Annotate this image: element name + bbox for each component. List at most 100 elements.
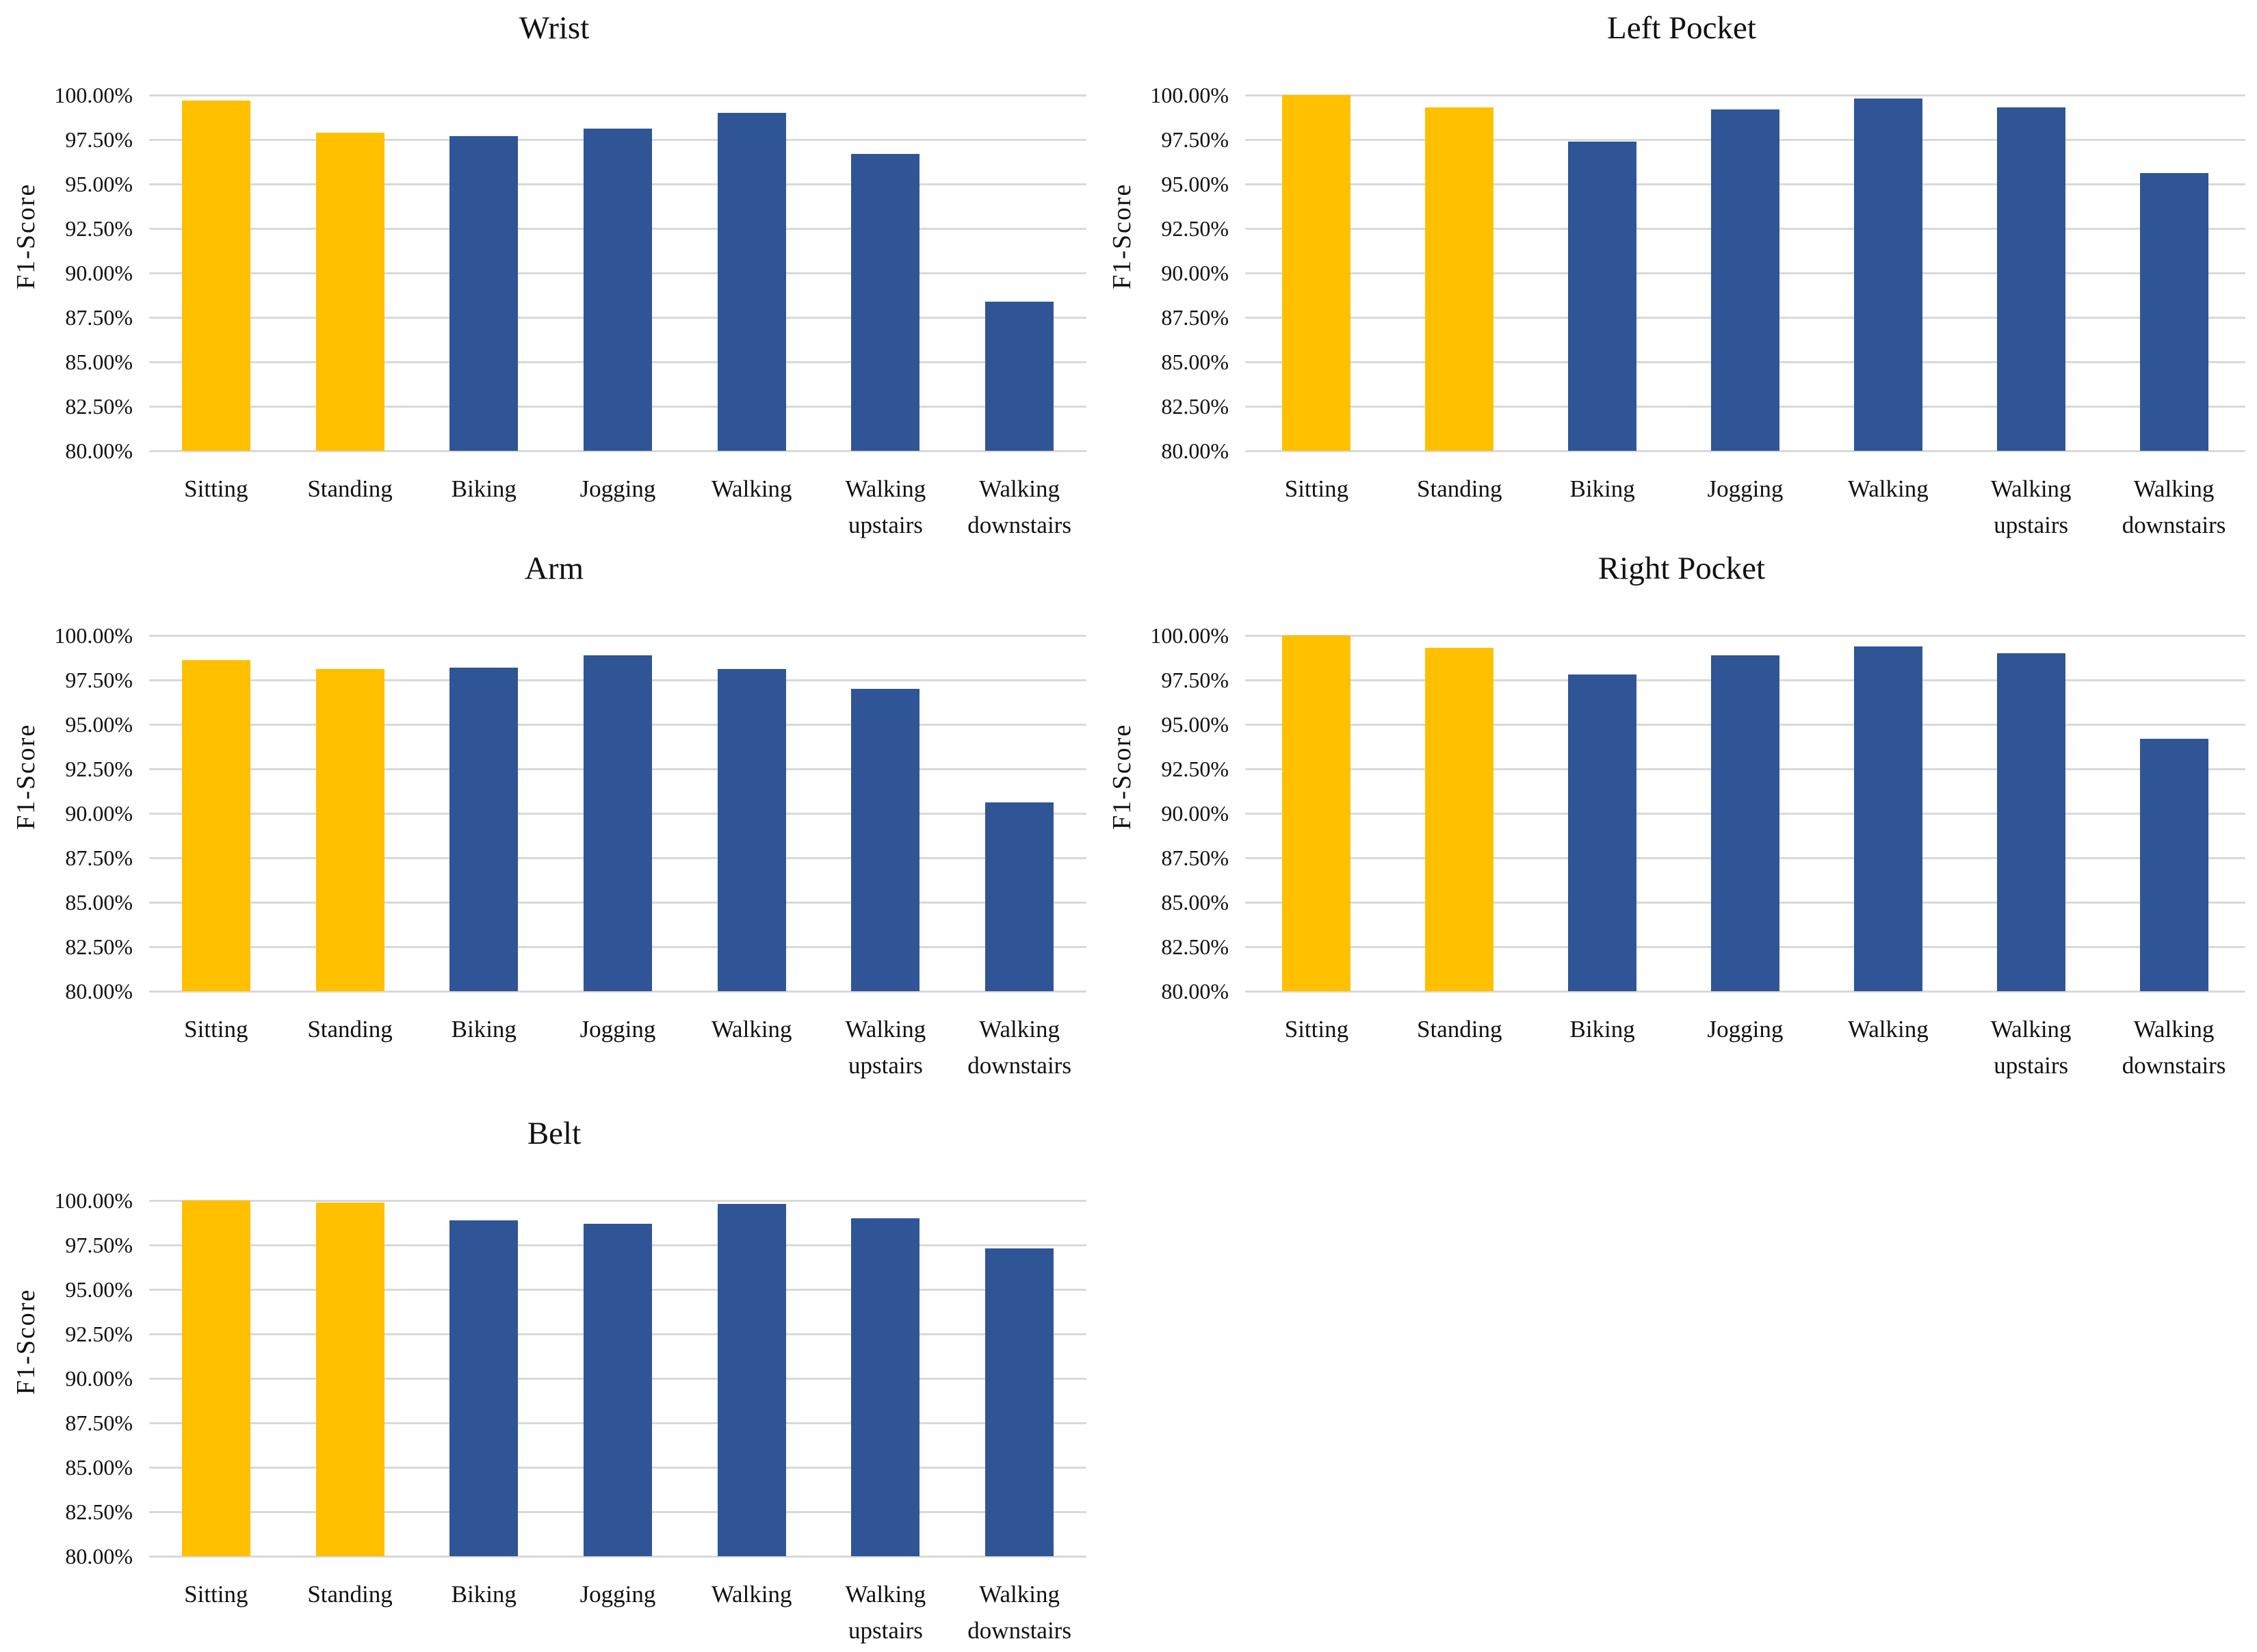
category-label-standing: Standing: [1417, 475, 1502, 502]
y-tick-label: 92.50%: [65, 1322, 133, 1346]
y-tick-label: 100.00%: [1150, 623, 1229, 648]
gridline: [1245, 991, 2245, 993]
gridline: [149, 635, 1086, 637]
category-label-walking: Walking: [1847, 1016, 1929, 1043]
bar-sitting: [181, 1201, 250, 1556]
y-tick-label: 92.50%: [65, 216, 133, 241]
bar-jogging: [584, 129, 652, 451]
category-label-walking-downstairs: Walking downstairs: [967, 1016, 1071, 1079]
gridline: [1245, 94, 2245, 96]
y-tick-label: 87.50%: [65, 1411, 133, 1435]
y-tick-label: 92.50%: [1161, 757, 1229, 781]
bar-walking-upstairs: [1996, 653, 2065, 991]
gridline: [1245, 635, 2245, 637]
gridline: [149, 1556, 1086, 1558]
category-label-sitting: Sitting: [184, 475, 248, 502]
y-tick-label: 85.00%: [65, 350, 133, 374]
plot-area: 100.00% 97.50% 95.00% 92.50% 90.00% 87.50% 85.…: [14, 545, 1095, 1079]
y-tick-label: 82.50%: [65, 934, 133, 959]
y-tick-label: 90.00%: [1161, 261, 1229, 285]
y-tick-label: 80.00%: [65, 979, 133, 1004]
category-label-walking: Walking: [1847, 475, 1929, 502]
bar-sitting: [181, 660, 250, 991]
y-tick-label: 92.50%: [65, 757, 133, 781]
y-tick-label: 95.00%: [1161, 172, 1229, 196]
category-label-biking: Biking: [451, 1581, 517, 1608]
category-label-walking-downstairs: Walking downstairs: [967, 1581, 1071, 1644]
bar-standing: [315, 669, 384, 991]
category-label-jogging: Jogging: [579, 1016, 656, 1043]
bar-walking: [1853, 646, 1922, 991]
y-tick-label: 95.00%: [1161, 712, 1229, 737]
chart-right-pocket: Right Pocket F1-Score 100.00% 97.50% 95.00…: [1108, 545, 2254, 1079]
chart-title: Arm: [524, 551, 584, 586]
gridline: [149, 991, 1086, 993]
chart-title: Right Pocket: [1597, 551, 1766, 586]
category-label-standing: Standing: [307, 1581, 393, 1608]
category-label-walking-upstairs: Walking upstairs: [845, 1581, 926, 1644]
category-label-walking: Walking: [711, 475, 792, 502]
y-tick-label: 87.50%: [1161, 845, 1229, 870]
y-tick-label: 80.00%: [65, 438, 133, 463]
category-label-sitting: Sitting: [184, 1016, 248, 1043]
bar-walking-downstairs: [985, 802, 1054, 991]
bar-walking-upstairs: [851, 689, 920, 991]
category-label-walking: Walking: [711, 1016, 792, 1043]
category-label-sitting: Sitting: [184, 1581, 248, 1608]
y-tick-label: 97.50%: [65, 127, 133, 152]
y-tick-label: 87.50%: [65, 845, 133, 870]
category-label-walking-downstairs: Walking downstairs: [967, 475, 1071, 538]
bar-sitting: [1282, 95, 1351, 451]
y-tick-label: 80.00%: [1161, 979, 1229, 1004]
bar-jogging: [1711, 655, 1779, 991]
y-tick-label: 82.50%: [65, 394, 133, 419]
y-tick-label: 87.50%: [1161, 305, 1229, 330]
category-label-sitting: Sitting: [1284, 1016, 1349, 1043]
category-label-jogging: Jogging: [1707, 1016, 1784, 1043]
y-tick-label: 85.00%: [65, 890, 133, 915]
category-label-biking: Biking: [451, 475, 517, 502]
y-tick-label: 82.50%: [1161, 934, 1229, 959]
gridline: [149, 450, 1086, 452]
bar-biking: [1568, 141, 1637, 451]
chart-title: Belt: [527, 1116, 582, 1151]
y-tick-label: 80.00%: [1161, 438, 1229, 463]
bar-walking-downstairs: [985, 301, 1054, 451]
y-tick-label: 100.00%: [54, 1188, 133, 1213]
bar-standing: [315, 1202, 384, 1556]
category-label-walking-upstairs: Walking upstairs: [1990, 475, 2072, 538]
bar-walking-upstairs: [851, 1218, 920, 1556]
bar-walking: [717, 1204, 786, 1556]
plot-area: 100.00% 97.50% 95.00% 92.50% 90.00% 87.50% 85.…: [1110, 4, 2254, 539]
y-tick-label: 90.00%: [65, 261, 133, 285]
y-tick-label: 85.00%: [1161, 890, 1229, 915]
bar-jogging: [584, 655, 652, 991]
gridline: [149, 1200, 1086, 1202]
category-label-walking-upstairs: Walking upstairs: [1990, 1016, 2072, 1079]
bar-walking: [717, 669, 786, 991]
bar-walking: [1853, 99, 1922, 451]
bar-walking-downstairs: [985, 1248, 1054, 1556]
y-tick-label: 90.00%: [1161, 801, 1229, 826]
bar-biking: [449, 135, 519, 451]
category-label-standing: Standing: [1417, 1016, 1502, 1043]
y-tick-label: 82.50%: [65, 1499, 133, 1524]
bar-sitting: [181, 100, 250, 451]
category-label-jogging: Jogging: [579, 475, 656, 502]
bar-walking-upstairs: [1996, 107, 2065, 451]
y-tick-label: 100.00%: [54, 623, 133, 648]
y-tick-label: 87.50%: [65, 305, 133, 330]
y-tick-label: 97.50%: [65, 1233, 133, 1257]
category-label-biking: Biking: [1569, 1016, 1635, 1043]
y-tick-label: 90.00%: [65, 801, 133, 826]
bar-standing: [315, 132, 384, 451]
category-label-jogging: Jogging: [1707, 475, 1784, 502]
category-label-walking-upstairs: Walking upstairs: [845, 475, 926, 538]
y-tick-label: 85.00%: [1161, 350, 1229, 374]
bar-jogging: [1711, 109, 1779, 451]
bar-biking: [449, 667, 519, 991]
bar-sitting: [1282, 635, 1351, 991]
chart-title: Left Pocket: [1607, 10, 1756, 46]
bar-walking-downstairs: [2139, 173, 2208, 451]
y-tick-label: 97.50%: [1161, 127, 1229, 152]
